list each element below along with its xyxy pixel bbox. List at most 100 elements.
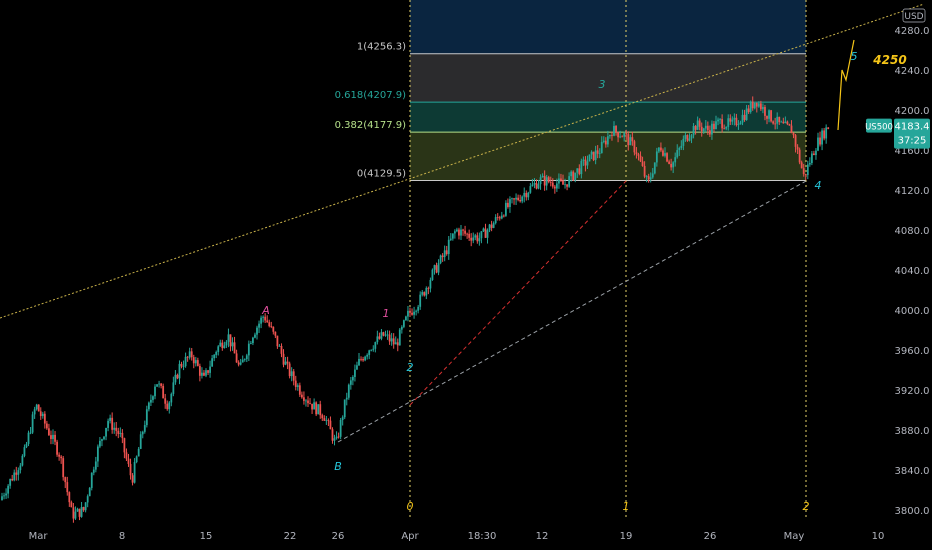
candle-body <box>623 133 626 137</box>
candle-body <box>537 184 540 189</box>
candle-body <box>213 354 216 359</box>
channel-upper-line <box>0 3 925 319</box>
candle-body <box>347 384 350 398</box>
x-tick-label: 18:30 <box>468 531 497 542</box>
candle-body <box>41 413 44 417</box>
candle-body <box>519 200 522 202</box>
candle-body <box>333 438 336 441</box>
candle-body <box>278 346 281 347</box>
candle-body <box>598 153 601 154</box>
candle-body <box>606 136 609 145</box>
candle-body <box>649 177 652 180</box>
candle-body <box>466 233 469 235</box>
candle-body <box>392 338 395 345</box>
symbol-badge[interactable] <box>866 118 892 133</box>
candle-body <box>431 269 434 280</box>
candle-body <box>680 145 683 148</box>
candle-body <box>368 350 371 355</box>
candle-body <box>523 192 526 197</box>
candle-body <box>604 140 607 145</box>
candle-body <box>109 417 112 421</box>
symbol-badge-text: US500 <box>865 123 893 133</box>
candle-body <box>513 198 515 200</box>
fib-level-label: 1(4256.3) <box>357 42 406 53</box>
candle-body <box>33 409 36 415</box>
wave-label-3: 3 <box>599 78 606 91</box>
x-tick-label: 19 <box>620 531 633 542</box>
candle-body <box>315 402 318 415</box>
candle-body <box>215 351 218 355</box>
candle-body <box>625 133 628 135</box>
candle-body <box>119 432 122 434</box>
candle-body <box>507 202 509 207</box>
candle-body <box>166 403 169 410</box>
candle-body <box>719 119 721 120</box>
candle-body <box>529 186 532 193</box>
candle-body <box>319 404 322 416</box>
candle-body <box>329 420 332 430</box>
candle-body <box>15 472 18 475</box>
candle-body <box>286 361 289 364</box>
candle-body <box>52 434 54 440</box>
candle-body <box>468 233 471 238</box>
candle-body <box>474 235 477 238</box>
candle-body <box>172 382 175 394</box>
candle-body <box>262 316 265 318</box>
candle-body <box>602 140 605 142</box>
candle-body <box>137 448 140 457</box>
candle-body <box>111 417 114 430</box>
candle-body <box>70 502 73 508</box>
candle-body <box>358 358 360 366</box>
candle-body <box>453 231 456 234</box>
candle-body <box>19 465 22 471</box>
candle-body <box>82 507 85 511</box>
candle-body <box>682 138 685 146</box>
candle-body <box>241 359 244 363</box>
candle-body <box>376 336 379 343</box>
candle-body <box>747 108 750 113</box>
candle-body <box>245 355 248 360</box>
candle-body <box>449 238 452 240</box>
candle-body <box>86 496 89 503</box>
candle-body <box>764 107 766 116</box>
y-tick-label: 3960.0 <box>895 346 930 357</box>
candle-body <box>672 162 675 168</box>
wave-label-1: 1 <box>623 500 630 513</box>
candle-body <box>570 171 573 177</box>
candle-body <box>264 316 267 321</box>
candle-body <box>653 162 656 174</box>
candle-body <box>92 469 95 473</box>
target-label: 4250 <box>872 53 906 67</box>
candle-body <box>725 126 728 129</box>
candle-body <box>574 172 577 181</box>
candle-body <box>249 343 252 344</box>
candle-body <box>500 215 503 219</box>
candle-body <box>755 102 758 107</box>
candle-body <box>759 103 762 110</box>
candle-body <box>443 250 446 258</box>
candle-body <box>751 101 754 109</box>
candle-body <box>205 370 207 376</box>
candle-body <box>553 186 556 189</box>
candle-body <box>492 223 495 228</box>
candle-body <box>370 349 373 351</box>
candle-body <box>478 238 481 242</box>
candle-body <box>584 159 587 166</box>
candle-body <box>639 155 642 162</box>
candle-body <box>664 153 666 156</box>
candle-body <box>99 440 101 447</box>
x-tick-label: 26 <box>332 531 345 542</box>
candle-body <box>796 146 799 150</box>
candle-body <box>131 475 134 483</box>
candle-body <box>572 171 575 181</box>
candle-body <box>692 126 695 136</box>
candle-body <box>456 229 458 232</box>
candle-body <box>176 374 179 379</box>
candle-body <box>564 184 566 186</box>
candle-body <box>260 317 262 324</box>
candle-body <box>192 357 195 364</box>
candle-body <box>37 404 40 412</box>
x-tick-label: 8 <box>119 531 125 542</box>
candle-body <box>486 230 489 238</box>
